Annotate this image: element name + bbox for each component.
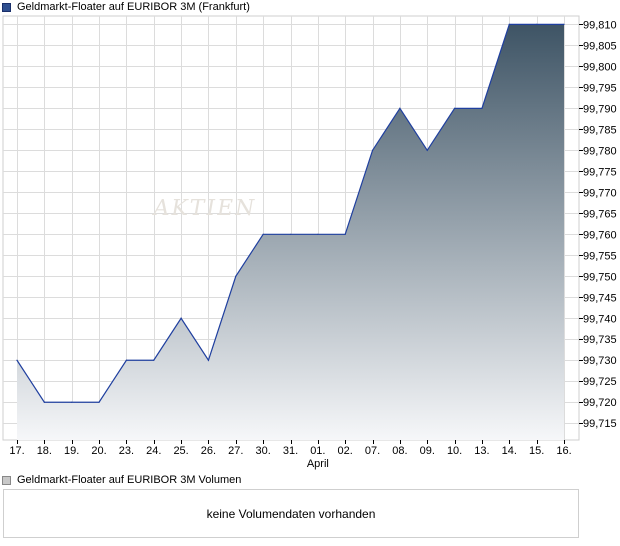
x-tick-label: 23. [119, 445, 134, 457]
volume-empty-message: keine Volumendaten vorhanden [206, 506, 376, 521]
x-tick-label: 07. [365, 445, 380, 457]
y-tick-label: 99,750 [583, 271, 617, 283]
x-month-label: April [307, 458, 329, 470]
price-point [98, 401, 100, 403]
y-tick-label: 99,760 [583, 229, 617, 241]
x-tick-label: 24. [146, 445, 161, 457]
price-point [71, 401, 73, 403]
x-tick-label: 27. [228, 445, 243, 457]
price-point [371, 149, 374, 151]
price-point [16, 359, 18, 361]
price-point [481, 107, 483, 109]
x-tick-label: 20. [91, 445, 106, 457]
volume-panel: keine Volumendaten vorhanden [3, 489, 579, 538]
x-tick-label: 30. [256, 445, 271, 457]
price-legend-label: Geldmarkt-Floater auf EURIBOR 3M (Frankf… [17, 1, 250, 13]
y-tick-label: 99,730 [583, 355, 617, 367]
y-tick-label: 99,720 [583, 397, 617, 409]
price-area [16, 23, 565, 441]
price-point [289, 233, 292, 235]
price-point [426, 149, 428, 151]
price-legend-swatch [2, 2, 11, 12]
y-tick-label: 99,735 [583, 334, 617, 346]
y-axis-ticks: 99,715 99,720 99,725 99,730 99,735 99,740 99,7… [579, 19, 617, 430]
y-tick-label: 99,800 [583, 61, 617, 73]
price-point [180, 317, 182, 319]
x-tick-label: 02. [338, 445, 353, 457]
y-tick-label: 99,795 [583, 82, 617, 94]
price-point [317, 233, 319, 235]
x-axis-ticks: 17. 18. 19. 20. 23. 24. 25. 26. 27. 30. 31. 01. 02. 0… [9, 440, 572, 470]
y-tick-label: 99,745 [583, 292, 617, 304]
price-point [43, 401, 45, 403]
price-point [536, 23, 538, 25]
volume-legend-label: Geldmarkt-Floater auf EURIBOR 3M Volumen [17, 474, 242, 486]
watermark-text: AKTIEN [150, 195, 258, 221]
x-tick-label: 13. [474, 445, 489, 457]
x-tick-label: 08. [392, 445, 407, 457]
y-tick-label: 99,765 [583, 208, 617, 220]
x-tick-label: 16. [556, 445, 571, 457]
x-tick-label: 09. [420, 445, 435, 457]
price-point [508, 23, 510, 25]
y-tick-label: 99,725 [583, 376, 617, 388]
x-tick-label: 31. [283, 445, 298, 457]
y-tick-label: 99,740 [583, 313, 617, 325]
y-tick-label: 99,805 [583, 40, 617, 52]
y-tick-label: 99,785 [583, 124, 617, 136]
price-point [262, 233, 264, 235]
y-tick-label: 99,780 [583, 145, 617, 157]
y-tick-label: 99,770 [583, 187, 617, 199]
volume-legend-swatch [2, 475, 11, 485]
x-tick-label: 10. [447, 445, 462, 457]
price-chart: AKTIEN 99,71599,72099,72599,73099,73599,… [2, 15, 617, 470]
price-legend: Geldmarkt-Floater auf EURIBOR 3M (Frankf… [2, 0, 250, 14]
x-tick-label: 25. [173, 445, 188, 457]
x-tick-label: 26. [201, 445, 216, 457]
x-tick-label: 01. [310, 445, 325, 457]
price-point [235, 275, 237, 277]
price-point [399, 107, 401, 109]
y-tick-label: 99,715 [583, 418, 617, 430]
x-tick-label: 15. [529, 445, 544, 457]
y-tick-label: 99,775 [583, 166, 617, 178]
price-point [454, 107, 456, 109]
price-point [125, 359, 127, 361]
x-tick-label: 18. [37, 445, 52, 457]
y-tick-label: 99,755 [583, 250, 617, 262]
y-tick-label: 99,790 [583, 103, 617, 115]
price-point [344, 233, 346, 235]
y-tick-label: 99,810 [583, 19, 617, 31]
x-tick-label: 19. [64, 445, 79, 457]
price-point [153, 359, 155, 361]
x-tick-label: 17. [9, 445, 24, 457]
price-point [207, 359, 210, 361]
x-tick-label: 14. [502, 445, 517, 457]
price-area-fill [17, 24, 564, 441]
volume-legend: Geldmarkt-Floater auf EURIBOR 3M Volumen [2, 473, 241, 487]
price-point [563, 23, 565, 25]
